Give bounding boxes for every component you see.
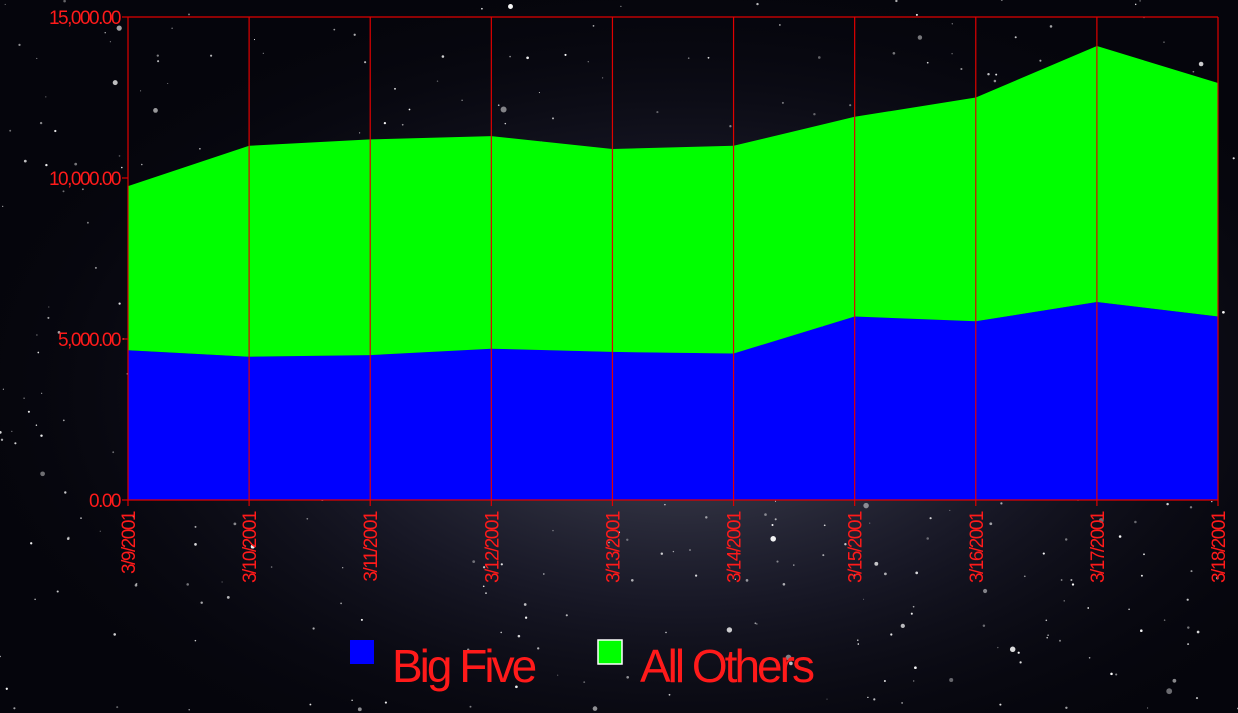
x-tick-label: 3/16/2001 [967,511,988,583]
y-axis-ticks: 0.00 5,000.00 10,000.00 15,000.00 [49,8,128,512]
x-tick-label: 3/18/2001 [1209,511,1230,583]
x-tick-label: 3/13/2001 [603,511,624,583]
x-tick-label: 3/14/2001 [725,511,746,583]
area-all-others [128,46,1218,357]
y-tick-label: 0.00 [89,491,121,512]
x-tick-label: 3/15/2001 [846,511,867,583]
legend: Big Five All Others [350,639,817,692]
x-tick-label: 3/12/2001 [482,511,503,583]
y-tick-label: 10,000.00 [49,169,121,190]
y-tick-label: 5,000.00 [58,330,121,351]
x-axis-ticks: 3/9/2001 3/10/2001 3/11/2001 3/12/2001 3/13/… [119,500,1230,583]
legend-swatch-all-others [597,639,623,665]
plot-areas [128,46,1218,500]
x-tick-label: 3/10/2001 [240,511,261,583]
x-tick-label: 3/9/2001 [119,511,140,574]
area-big-five [128,302,1218,500]
y-tick-label: 15,000.00 [49,8,121,29]
x-tick-label: 3/11/2001 [361,511,382,582]
legend-swatch-big-five [350,640,374,664]
legend-label-all-others: All Others [640,640,814,692]
legend-label-big-five: Big Five [392,640,536,692]
x-tick-label: 3/17/2001 [1088,511,1109,583]
plot-grid [127,16,1219,501]
